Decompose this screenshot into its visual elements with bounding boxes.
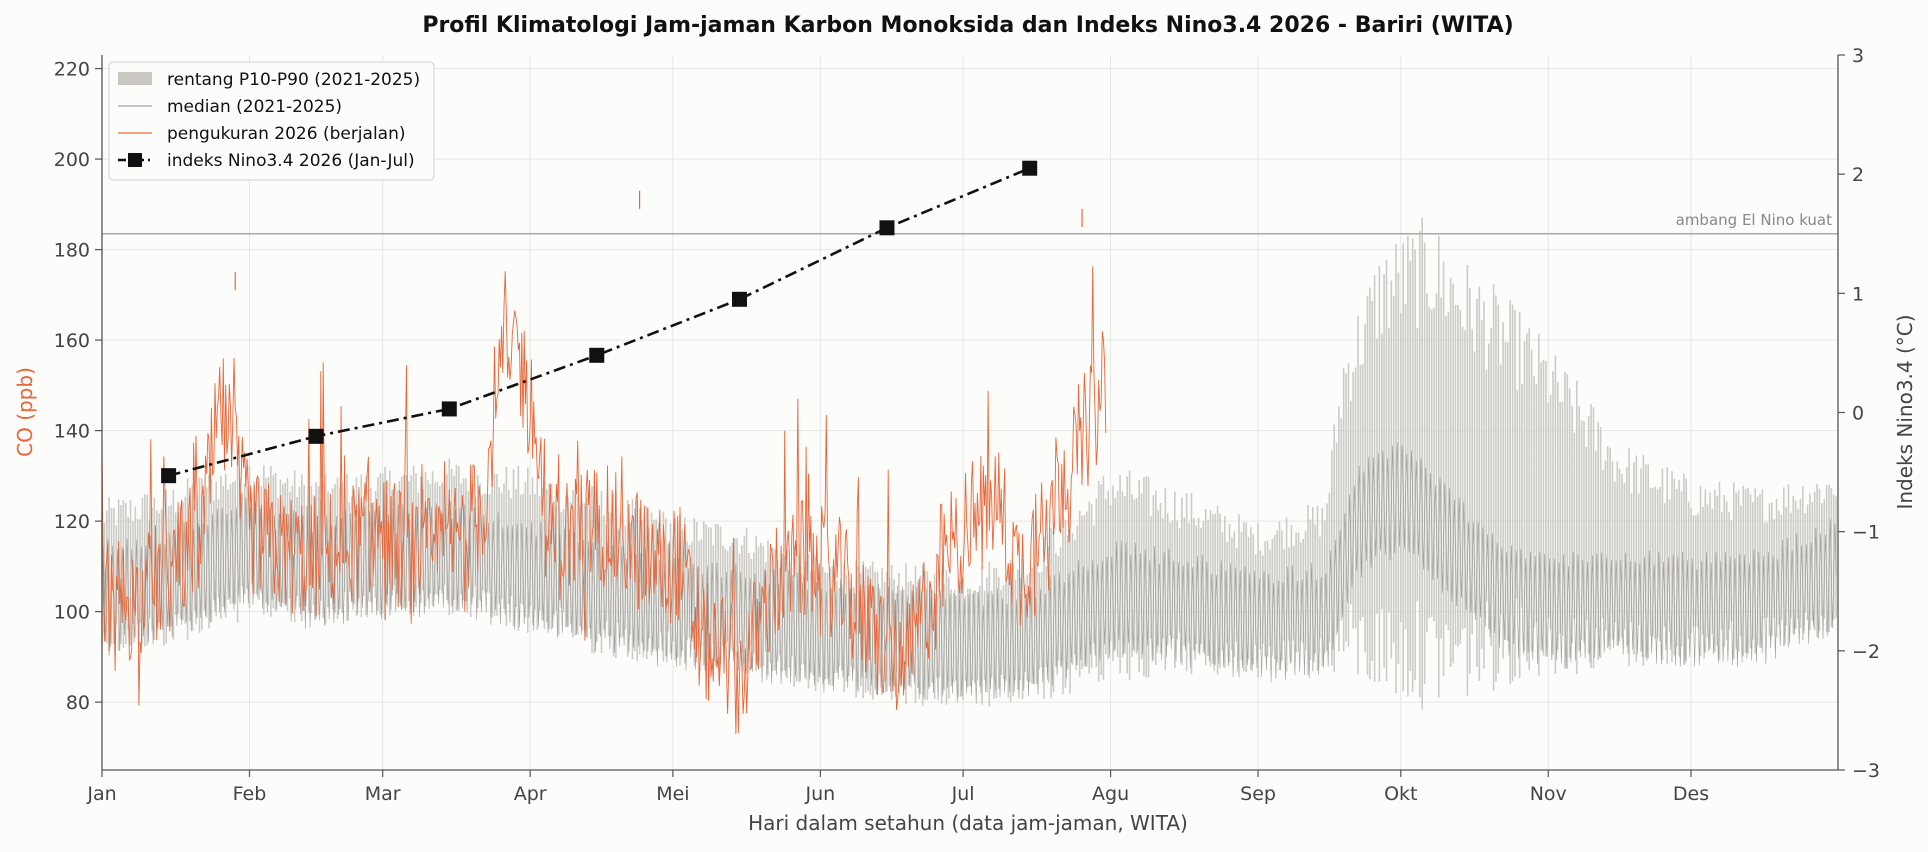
x-tick-label: Nov: [1530, 783, 1567, 805]
legend-swatch-band: [118, 72, 152, 85]
x-tick-label: Mei: [656, 783, 689, 805]
y-axis-left-label: CO (ppb): [13, 367, 37, 457]
nino34-point: [732, 291, 748, 307]
x-tick-label: Des: [1673, 783, 1709, 805]
el-nino-threshold: ambang El Nino kuat: [102, 211, 1838, 235]
median-line: [101, 442, 1837, 704]
y-right-tick-label: 2: [1852, 164, 1864, 186]
y-left-tick-label: 80: [66, 692, 90, 714]
x-tick-label: Jan: [86, 783, 116, 805]
chart-title: Profil Klimatologi Jam-jaman Karbon Mono…: [422, 13, 1513, 38]
nino34-point: [441, 401, 457, 417]
y-left-tick-label: 220: [54, 59, 90, 81]
nino34-point: [1022, 160, 1038, 176]
co-2026-series: [101, 190, 1107, 735]
x-tick-label: Jul: [951, 783, 975, 805]
y-right-tick-label: −1: [1852, 522, 1880, 544]
x-tick-label: Jun: [805, 783, 836, 805]
legend-label: rentang P10-P90 (2021-2025): [167, 70, 420, 90]
threshold-label: ambang El Nino kuat: [1676, 211, 1832, 229]
nino34-point: [161, 468, 177, 484]
x-tick-label: Apr: [514, 783, 547, 805]
x-tick-label: Okt: [1384, 783, 1417, 805]
nino34-point: [308, 428, 324, 444]
y-right-tick-label: −3: [1852, 760, 1880, 782]
nino34-series: [161, 160, 1038, 484]
legend-label: pengukuran 2026 (berjalan): [167, 124, 406, 144]
legend: rentang P10-P90 (2021-2025) median (2021-…: [108, 61, 435, 181]
y-right-tick-label: 3: [1852, 45, 1864, 67]
x-tick-label: Agu: [1092, 783, 1129, 805]
y-left-tick-label: 140: [54, 421, 90, 443]
legend-label: median (2021-2025): [167, 97, 342, 117]
legend-label: indeks Nino3.4 2026 (Jan-Jul): [167, 151, 415, 171]
nino34-point: [879, 220, 895, 236]
nino34-point: [589, 347, 605, 363]
y-right-tick-label: 0: [1852, 403, 1864, 425]
x-axis-label: Hari dalam setahun (data jam-jaman, WITA…: [748, 811, 1188, 835]
y-right-tick-label: 1: [1852, 283, 1864, 305]
y-left-tick-label: 100: [54, 602, 90, 624]
y-left-tick-label: 120: [54, 511, 90, 533]
x-tick-label: Mar: [365, 783, 401, 805]
y-left-tick-label: 200: [54, 149, 90, 171]
legend-swatch-nino-marker: [128, 153, 142, 167]
y-left-tick-label: 160: [54, 330, 90, 352]
y-right-tick-label: −2: [1852, 641, 1880, 663]
co-2026-line: [101, 266, 1107, 735]
legend-box: [108, 61, 435, 181]
y-left-tick-label: 180: [54, 240, 90, 262]
x-tick-label: Sep: [1240, 783, 1276, 805]
median-series: [101, 442, 1837, 704]
y-axis-right-label: Indeks Nino3.4 (°C): [1893, 314, 1917, 509]
x-tick-label: Feb: [233, 783, 267, 805]
